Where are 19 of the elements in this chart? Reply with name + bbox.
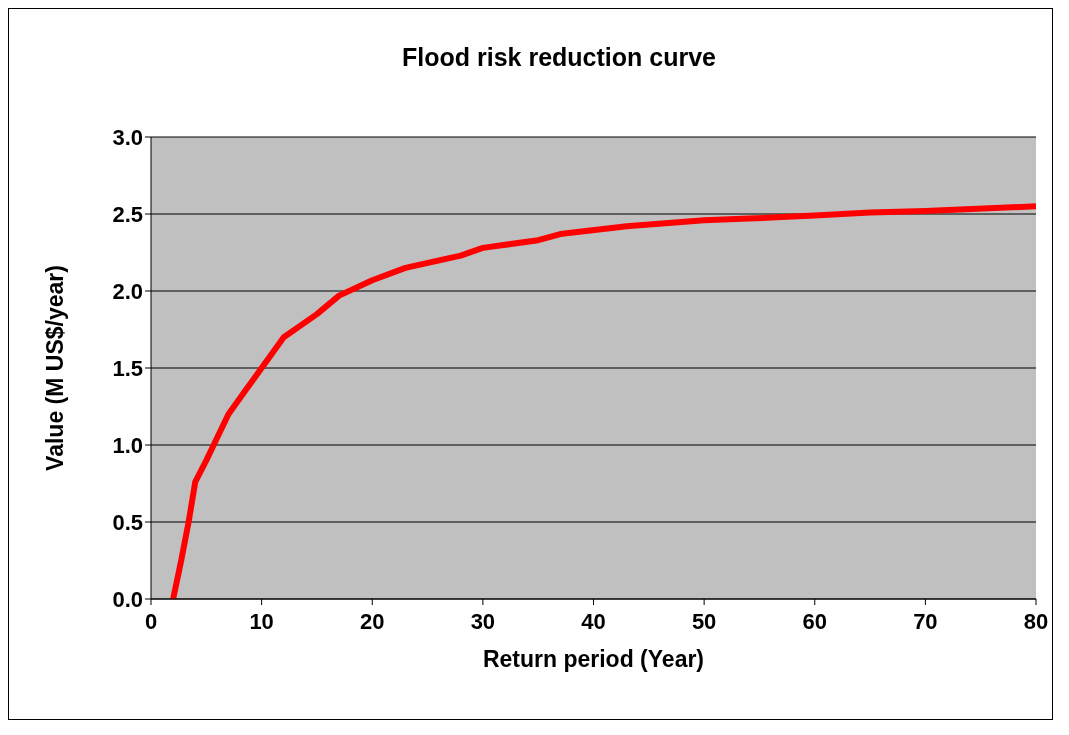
y-tick-label: 0.5 <box>112 509 143 535</box>
y-tick-label: 2.0 <box>112 278 143 304</box>
x-tick-label: 50 <box>691 608 717 634</box>
x-tick-label: 40 <box>581 608 606 634</box>
y-tick-label: 0.0 <box>112 586 143 612</box>
x-tick-label: 60 <box>802 608 827 634</box>
y-axis-title: Value (M US$/year) <box>42 265 69 471</box>
chart-title: Flood risk reduction curve <box>401 43 717 72</box>
x-tick-label: 0 <box>144 608 158 634</box>
x-axis-title: Return period (Year) <box>482 646 705 672</box>
y-tick-label: 1.0 <box>112 432 143 458</box>
x-tick-label: 20 <box>360 608 385 634</box>
x-tick-label: 70 <box>913 608 938 634</box>
x-tick-label: 10 <box>249 608 274 634</box>
x-tick-label: 30 <box>470 608 496 634</box>
x-tick-label: 80 <box>1023 608 1049 634</box>
y-tick-label: 3.0 <box>112 124 143 150</box>
y-tick-label: 1.5 <box>112 355 143 381</box>
y-tick-label: 2.5 <box>112 201 143 227</box>
